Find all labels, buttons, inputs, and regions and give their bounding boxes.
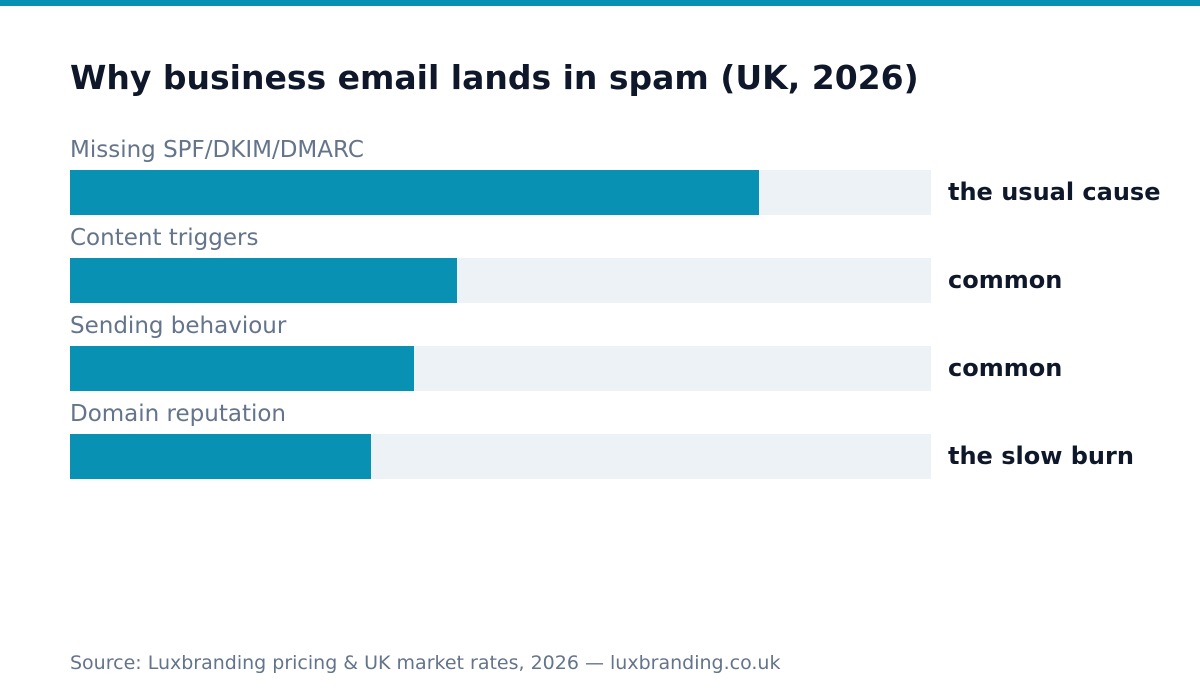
bar-category-label: Content triggers [70, 225, 259, 251]
bar [70, 258, 457, 303]
bar-value-label: common [948, 266, 1063, 294]
bar-track [70, 434, 931, 479]
bar-value-label: common [948, 354, 1063, 382]
bar-category-label: Sending behaviour [70, 313, 287, 339]
bar-category-label: Missing SPF/DKIM/DMARC [70, 137, 364, 163]
bar [70, 434, 371, 479]
accent-top-rule [0, 0, 1200, 6]
bar-track [70, 258, 931, 303]
bar-track [70, 170, 931, 215]
source-note: Source: Luxbranding pricing & UK market … [70, 652, 781, 674]
bar-category-label: Domain reputation [70, 401, 287, 427]
bar-value-label: the usual cause [948, 178, 1161, 206]
bar [70, 170, 759, 215]
bar-track [70, 346, 931, 391]
bar [70, 346, 414, 391]
chart-title: Why business email lands in spam (UK, 20… [70, 58, 919, 97]
bar-value-label: the slow burn [948, 442, 1134, 470]
